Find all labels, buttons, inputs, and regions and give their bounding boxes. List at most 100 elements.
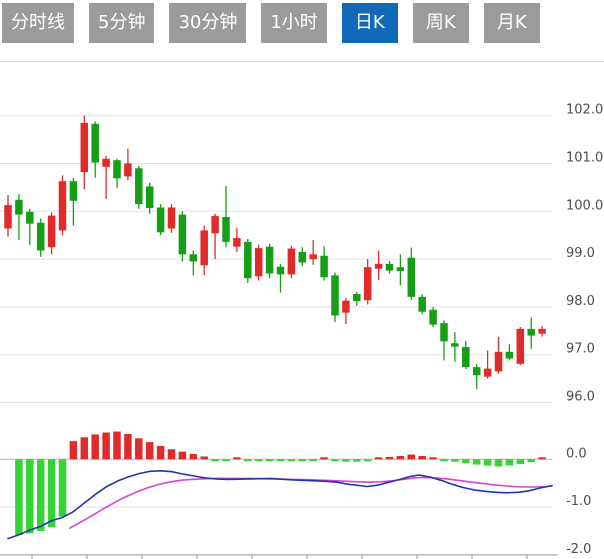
macd-bar — [36, 459, 45, 531]
candle-down — [396, 267, 405, 272]
price-axis-label: 101.0 — [566, 151, 603, 166]
macd-bar — [396, 455, 405, 460]
candle-down — [26, 211, 34, 224]
macd-bar — [538, 457, 546, 460]
candle-down — [418, 296, 426, 312]
candle-down — [440, 323, 448, 342]
macd-bar — [516, 459, 525, 465]
macd-bar — [385, 456, 394, 460]
tab-30min[interactable]: 30分钟 — [169, 3, 247, 43]
candle-up — [124, 163, 132, 177]
macd-bar — [363, 459, 372, 462]
candle-up — [211, 216, 219, 234]
macd-bar — [527, 459, 535, 463]
candle-down — [385, 263, 394, 271]
candle-down — [113, 160, 121, 179]
candle-down — [472, 367, 481, 376]
candlesticks — [4, 115, 546, 390]
macd-bar — [462, 459, 470, 464]
macd-bar — [265, 459, 274, 462]
timeframe-tab-bar: 分时线 5分钟 30分钟 1小时 日K 周K 月K — [2, 3, 540, 43]
price-axis-label: 99.0 — [566, 246, 595, 261]
candle-down — [527, 328, 535, 336]
macd-bar — [320, 457, 328, 460]
candle-up — [167, 207, 176, 229]
macd-bar — [309, 459, 317, 462]
candle-down — [145, 186, 154, 208]
tab-monthly-k[interactable]: 月K — [483, 3, 540, 43]
price-axis-label: 96.0 — [566, 390, 595, 405]
candle-down — [353, 293, 361, 302]
macd-bar — [440, 459, 448, 462]
macd-bar — [178, 451, 187, 460]
candle-up — [483, 368, 492, 377]
tab-daily-k[interactable]: 日K — [341, 3, 398, 43]
macd-bar — [222, 459, 230, 462]
price-axis-label: 98.0 — [566, 294, 595, 309]
macd-histogram — [15, 431, 546, 535]
macd-axis-label: 0.0 — [566, 446, 587, 461]
candle-down — [320, 255, 328, 278]
macd-bar — [342, 459, 350, 462]
macd-bar — [233, 457, 241, 460]
macd-bar — [494, 459, 503, 467]
candle-up — [80, 122, 89, 173]
candle-down — [189, 254, 198, 262]
price-axis-label: 97.0 — [566, 342, 595, 357]
tab-5min[interactable]: 5分钟 — [89, 3, 155, 43]
candle-down — [407, 257, 416, 297]
price-axis-label: 100.0 — [566, 198, 603, 213]
candle-up — [516, 328, 525, 364]
macd-bar — [418, 455, 426, 460]
candle-up — [494, 351, 503, 372]
macd-bar — [472, 459, 481, 465]
price-axis-label: 102.0 — [566, 103, 603, 118]
macd-bar — [135, 438, 143, 460]
macd-bar — [287, 459, 296, 462]
macd-bar — [483, 459, 492, 466]
tab-1hour[interactable]: 1小时 — [261, 3, 327, 43]
candle-down — [15, 199, 23, 215]
macd-bar — [254, 459, 263, 462]
candle-down — [69, 181, 78, 201]
macd-bar — [26, 459, 34, 534]
candle-up — [4, 205, 12, 229]
candle-down — [244, 241, 252, 279]
macd-bar — [167, 449, 176, 460]
macd-bar — [211, 459, 219, 462]
tab-time-share[interactable]: 分时线 — [2, 3, 74, 43]
candle-down — [36, 222, 45, 251]
dif-line — [7, 469, 553, 540]
macd-bar — [200, 456, 208, 460]
macd-bar — [451, 459, 459, 462]
macd-bar — [429, 457, 437, 460]
macd-axis-label: -2.0 — [566, 542, 591, 557]
candle-up — [363, 267, 372, 301]
candle-down — [451, 343, 459, 347]
candle-down — [462, 347, 470, 368]
candle-down — [178, 214, 187, 255]
candle-down — [91, 123, 99, 163]
price-axis-labels: 102.0 101.0 100.0 99.0 98.0 97.0 96.0 — [566, 103, 603, 405]
macd-bar — [407, 454, 416, 460]
dea-line — [69, 476, 553, 529]
candle-up — [309, 254, 317, 260]
candle-up — [200, 230, 208, 266]
macd-bar — [331, 459, 339, 462]
candle-down — [222, 217, 230, 242]
macd-bar — [189, 454, 198, 460]
macd-axis: 0.0 -1.0 -2.0 — [0, 446, 591, 559]
candle-down — [331, 275, 339, 316]
tab-weekly-k[interactable]: 周K — [412, 3, 469, 43]
macd-bar — [156, 445, 165, 460]
candle-down — [156, 207, 165, 233]
candle-up — [102, 158, 110, 167]
macd-bar — [145, 442, 154, 460]
candle-down — [429, 309, 437, 325]
candle-down — [276, 266, 285, 275]
candle-up — [374, 263, 383, 269]
macd-bar — [298, 459, 307, 462]
macd-bar — [374, 457, 383, 460]
